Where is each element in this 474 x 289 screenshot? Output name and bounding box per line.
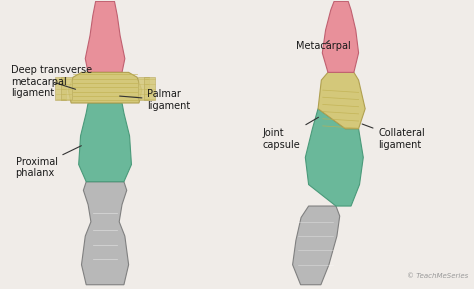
Text: © TeachMeSeries: © TeachMeSeries	[407, 273, 468, 279]
Polygon shape	[61, 77, 72, 100]
Polygon shape	[82, 182, 128, 285]
Text: Proximal
phalanx: Proximal phalanx	[16, 146, 82, 178]
Polygon shape	[138, 77, 149, 100]
Text: Metacarpal: Metacarpal	[296, 40, 351, 51]
Polygon shape	[318, 72, 365, 129]
Polygon shape	[322, 1, 358, 72]
Text: Deep transverse
metacarpal
ligament: Deep transverse metacarpal ligament	[11, 65, 92, 98]
Polygon shape	[55, 77, 66, 100]
Polygon shape	[85, 1, 125, 72]
Polygon shape	[144, 77, 155, 100]
Polygon shape	[292, 206, 340, 285]
Text: Collateral
ligament: Collateral ligament	[362, 124, 425, 150]
Text: Palmar
ligament: Palmar ligament	[119, 89, 191, 111]
Text: Joint
capsule: Joint capsule	[263, 117, 319, 150]
Polygon shape	[68, 72, 142, 103]
Polygon shape	[79, 103, 131, 182]
Polygon shape	[305, 109, 363, 206]
